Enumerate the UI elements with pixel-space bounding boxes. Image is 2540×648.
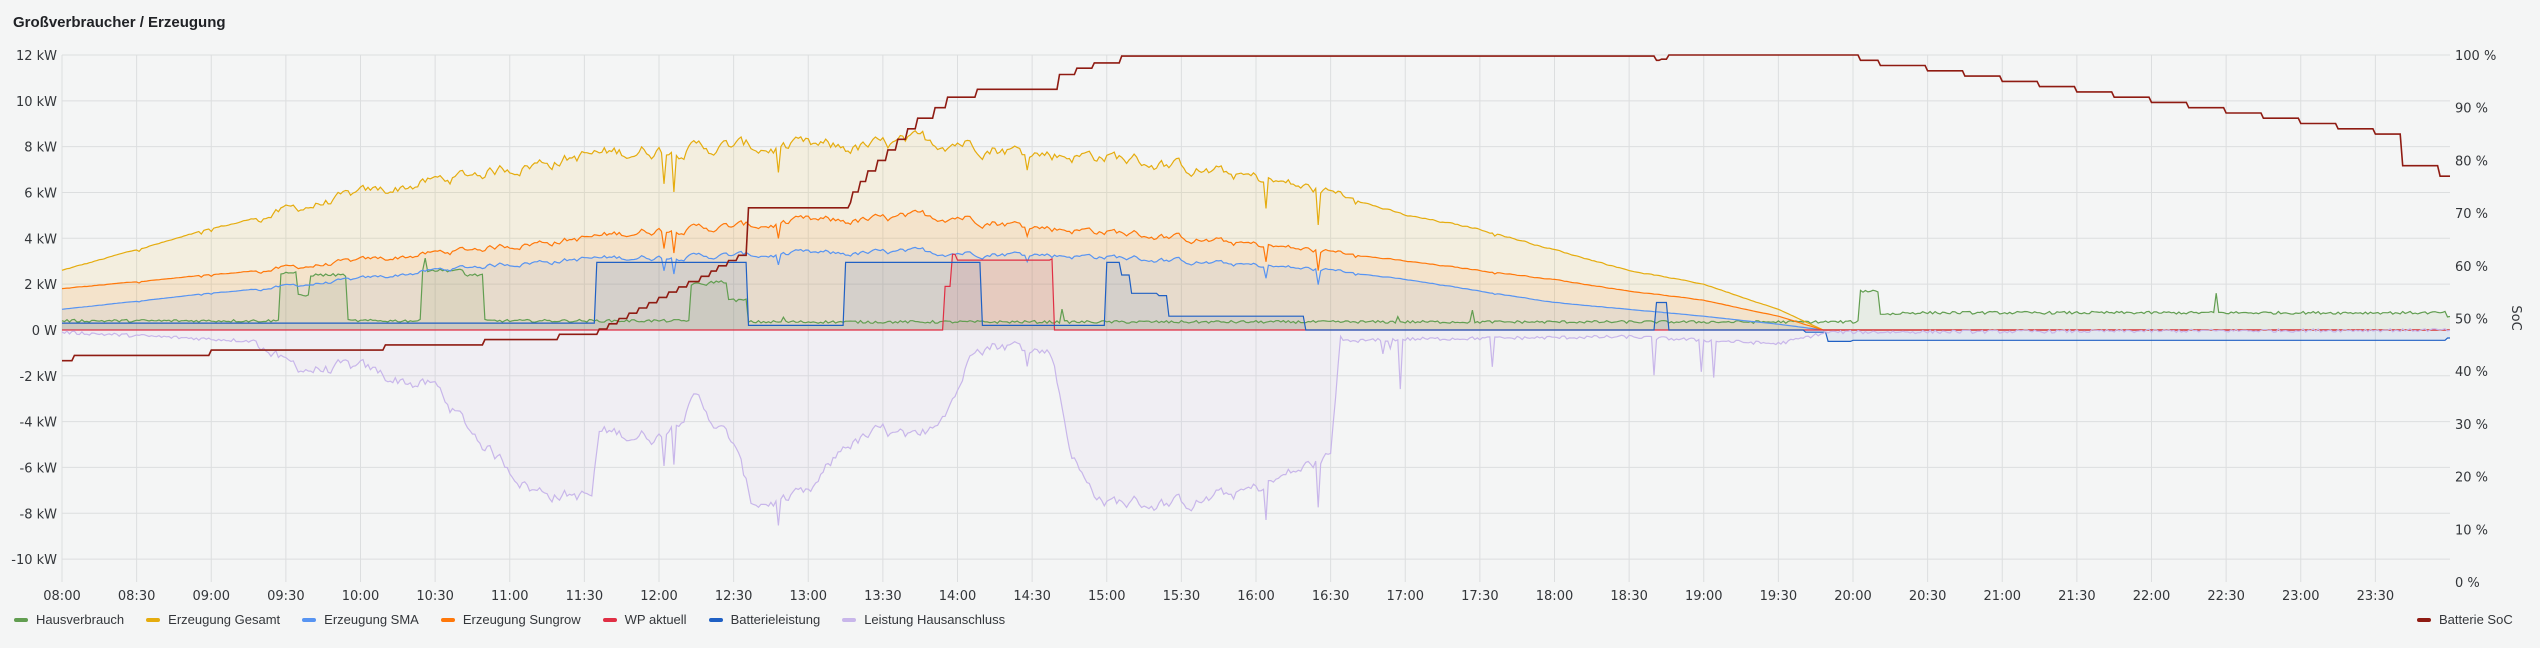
- y-right-tick-label: 50 %: [2455, 313, 2488, 328]
- legend-right: Batterie SoC: [2417, 612, 2535, 627]
- x-tick-label: 21:00: [1984, 589, 2021, 604]
- y-left-tick-label: 2 kW: [24, 278, 57, 293]
- legend-label: Batterieleistung: [730, 612, 821, 627]
- right-axis-label: SoC: [2508, 305, 2523, 330]
- legend-swatch-icon: [842, 617, 857, 622]
- x-tick-label: 12:30: [715, 589, 752, 604]
- x-tick-label: 08:00: [43, 589, 80, 604]
- y-left-tick-label: 6 kW: [24, 186, 57, 201]
- x-tick-label: 08:30: [118, 589, 155, 604]
- erzeugung-sungrow-area: [62, 210, 2450, 330]
- x-tick-label: 16:00: [1237, 589, 1274, 604]
- y-left-tick-label: -2 kW: [20, 370, 58, 385]
- legend-label: Batterie SoC: [2439, 612, 2513, 627]
- legend-item-erzeugung-sma[interactable]: Erzeugung SMA: [302, 612, 419, 627]
- y-left-tick-label: 12 kW: [16, 49, 57, 64]
- x-tick-label: 13:00: [790, 589, 827, 604]
- legend-item-leistung-hausanschluss[interactable]: Leistung Hausanschluss: [842, 612, 1005, 627]
- y-right-tick-label: 20 %: [2455, 471, 2488, 486]
- y-right-tick-label: 0 %: [2455, 576, 2480, 591]
- legend-item-erzeugung-gesamt[interactable]: Erzeugung Gesamt: [146, 612, 280, 627]
- legend-label: Erzeugung Sungrow: [462, 612, 581, 627]
- y-left-tick-label: 8 kW: [24, 141, 57, 156]
- hausverbrauch-line: [61, 257, 2451, 325]
- legend-label: Leistung Hausanschluss: [864, 612, 1006, 627]
- legend-label: WP aktuell: [624, 612, 687, 627]
- legend-item-batterie-soc[interactable]: Batterie SoC: [2417, 612, 2513, 627]
- x-tick-label: 22:30: [2207, 589, 2244, 604]
- x-tick-label: 19:30: [1760, 589, 1797, 604]
- x-tick-label: 18:00: [1536, 589, 1573, 604]
- x-tick-label: 20:00: [1834, 589, 1871, 604]
- leistung-hausanschluss-area: [62, 328, 2450, 526]
- y-left-tick-label: 10 kW: [16, 95, 57, 110]
- x-tick-label: 14:30: [1013, 589, 1050, 604]
- batterieleistung-line: [62, 261, 2450, 342]
- legend: Hausverbrauch Erzeugung Gesamt Erzeugung S…: [14, 612, 1027, 627]
- legend-swatch-icon: [440, 617, 455, 622]
- legend-item-erzeugung-sungrow[interactable]: Erzeugung Sungrow: [440, 612, 581, 627]
- y-left-tick-label: -4 kW: [20, 416, 58, 431]
- x-tick-label: 13:30: [864, 589, 901, 604]
- legend-label: Erzeugung Gesamt: [168, 612, 281, 627]
- legend-item-hausverbrauch[interactable]: Hausverbrauch: [14, 612, 124, 627]
- legend-swatch-icon: [708, 617, 723, 622]
- x-tick-label: 23:00: [2282, 589, 2319, 604]
- leistung-hausanschluss-line: [61, 327, 2451, 526]
- y-left-tick-label: -10 kW: [11, 553, 57, 568]
- legend-item-batterieleistung[interactable]: Batterieleistung: [708, 612, 821, 627]
- x-tick-label: 11:30: [566, 589, 603, 604]
- y-left-tick-label: -8 kW: [20, 507, 58, 522]
- legend-label: Erzeugung SMA: [324, 612, 419, 627]
- x-tick-label: 18:30: [1610, 589, 1647, 604]
- legend-item-wp-aktuell[interactable]: WP aktuell: [602, 612, 687, 627]
- batterie-soc-line: [62, 54, 2450, 362]
- y-right-tick-label: 60 %: [2455, 260, 2488, 275]
- erzeugung-gesamt-area: [62, 130, 2450, 330]
- y-right-tick-label: 70 %: [2455, 207, 2488, 222]
- x-tick-label: 21:30: [2058, 589, 2095, 604]
- y-right-tick-label: 80 %: [2455, 154, 2488, 169]
- y-right-tick-label: 90 %: [2455, 102, 2488, 117]
- y-right-tick-label: 10 %: [2455, 523, 2488, 538]
- x-tick-label: 10:00: [342, 589, 379, 604]
- x-tick-label: 15:00: [1088, 589, 1125, 604]
- x-tick-label: 09:30: [267, 589, 304, 604]
- x-tick-label: 15:30: [1163, 589, 1200, 604]
- y-right-tick-label: 40 %: [2455, 365, 2488, 380]
- legend-swatch-icon: [2417, 617, 2431, 622]
- x-tick-label: 17:30: [1461, 589, 1498, 604]
- y-left-tick-label: 4 kW: [24, 232, 57, 247]
- x-tick-label: 17:00: [1387, 589, 1424, 604]
- wp-aktuell-line: [62, 253, 2450, 331]
- x-tick-label: 19:00: [1685, 589, 1722, 604]
- x-tick-label: 20:30: [1909, 589, 1946, 604]
- legend-swatch-icon: [602, 617, 617, 622]
- x-tick-label: 14:00: [939, 589, 976, 604]
- legend-swatch-icon: [14, 617, 28, 622]
- x-tick-label: 23:30: [2357, 589, 2394, 604]
- x-tick-label: 22:00: [2133, 589, 2170, 604]
- legend-label: Hausverbrauch: [36, 612, 125, 627]
- x-tick-label: 09:00: [193, 589, 230, 604]
- y-left-tick-label: -6 kW: [20, 461, 58, 476]
- panel-title: Großverbraucher / Erzeugung: [13, 14, 226, 31]
- x-tick-label: 11:00: [491, 589, 528, 604]
- y-right-tick-label: 100 %: [2455, 49, 2496, 64]
- legend-swatch-icon: [302, 617, 317, 622]
- erzeugung-sma-area: [62, 247, 2450, 330]
- x-tick-label: 12:00: [640, 589, 677, 604]
- y-left-tick-label: 0 W: [32, 324, 57, 339]
- legend-swatch-icon: [146, 617, 161, 622]
- x-tick-label: 16:30: [1312, 589, 1349, 604]
- x-tick-label: 10:30: [416, 589, 453, 604]
- y-right-tick-label: 30 %: [2455, 418, 2488, 433]
